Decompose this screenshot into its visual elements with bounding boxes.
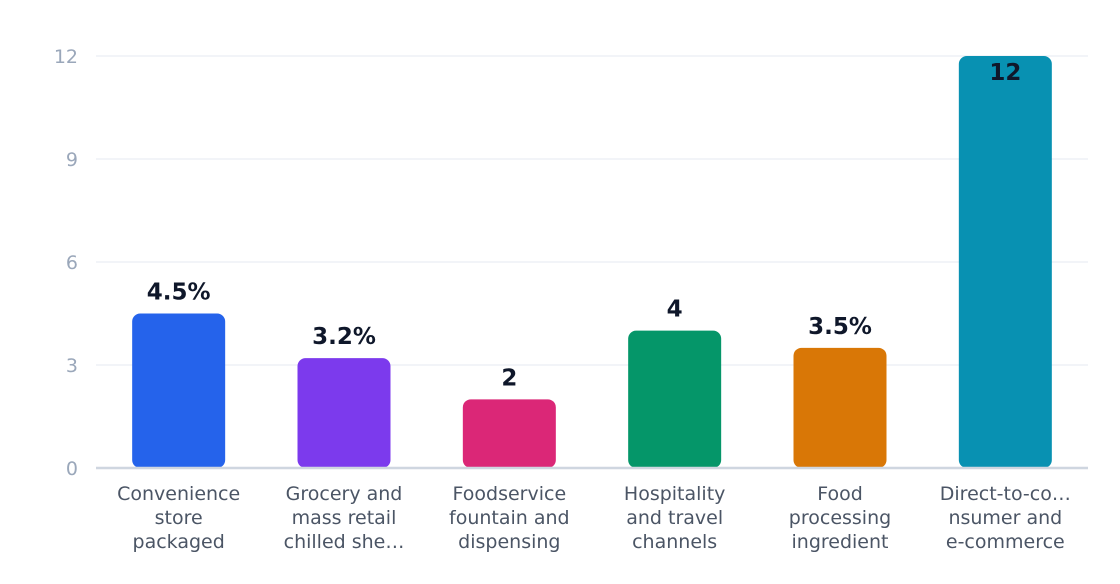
bar[interactable] [793,347,887,468]
bar[interactable] [462,399,556,468]
x-tick-label-line: fountain and [449,507,570,529]
x-tick-label-line: Convenience [117,483,240,505]
x-tick-label-line: Food [817,483,863,505]
x-tick-label-line: channels [632,531,717,553]
data-labels: 4.5% 3.2% 2 4 3.5% 12 [147,60,1022,391]
x-tick-label-line: mass retail [292,507,397,529]
y-tick-label: 12 [54,46,78,68]
x-tick-label-line: processing [789,507,891,529]
data-label: 2 [501,365,517,391]
data-label: 3.5% [808,314,872,340]
bar[interactable] [958,56,1052,468]
x-tick-label-line: Foodservice [453,483,567,505]
x-tick-label: Direct-to-co… nsumer and e-commerce [940,483,1071,553]
data-label: 12 [989,60,1021,86]
x-tick-label: Foodservice fountain and dispensing [449,483,570,553]
x-tick-label-line: dispensing [458,531,560,553]
data-label: 3.2% [312,324,376,350]
x-tick-label-line: store [155,507,203,529]
x-tick-label: Grocery and mass retail chilled she… [284,483,405,553]
x-tick-label-line: Direct-to-co… [940,483,1071,505]
x-tick-label-line: e-commerce [946,531,1065,553]
bars [132,56,1052,468]
y-tick-label: 6 [66,252,78,274]
data-label: 4.5% [147,280,211,306]
x-tick-label: Food processing ingredient [789,483,891,553]
y-axis: 0 3 6 9 12 [54,46,78,480]
x-tick-label-line: Grocery and [286,483,403,505]
x-tick-label: Hospitality and travel channels [624,483,726,553]
gridlines [96,55,1088,366]
x-tick-label-line: nsumer and [948,507,1062,529]
x-tick-label-line: and travel [626,507,723,529]
x-tick-label-line: ingredient [792,531,889,553]
x-tick-label: Convenience store packaged [117,483,240,553]
bar[interactable] [628,330,722,468]
y-tick-label: 0 [66,458,78,480]
y-tick-label: 3 [66,355,78,377]
bar[interactable] [297,358,391,468]
data-label: 4 [667,297,683,323]
x-tick-label-line: packaged [133,531,225,553]
bar[interactable] [132,313,226,469]
x-axis: Convenience store packaged Grocery and mass … [117,483,1071,553]
y-tick-label: 9 [66,149,78,171]
x-tick-label-line: Hospitality [624,483,726,505]
x-tick-label-line: chilled she… [284,531,405,553]
